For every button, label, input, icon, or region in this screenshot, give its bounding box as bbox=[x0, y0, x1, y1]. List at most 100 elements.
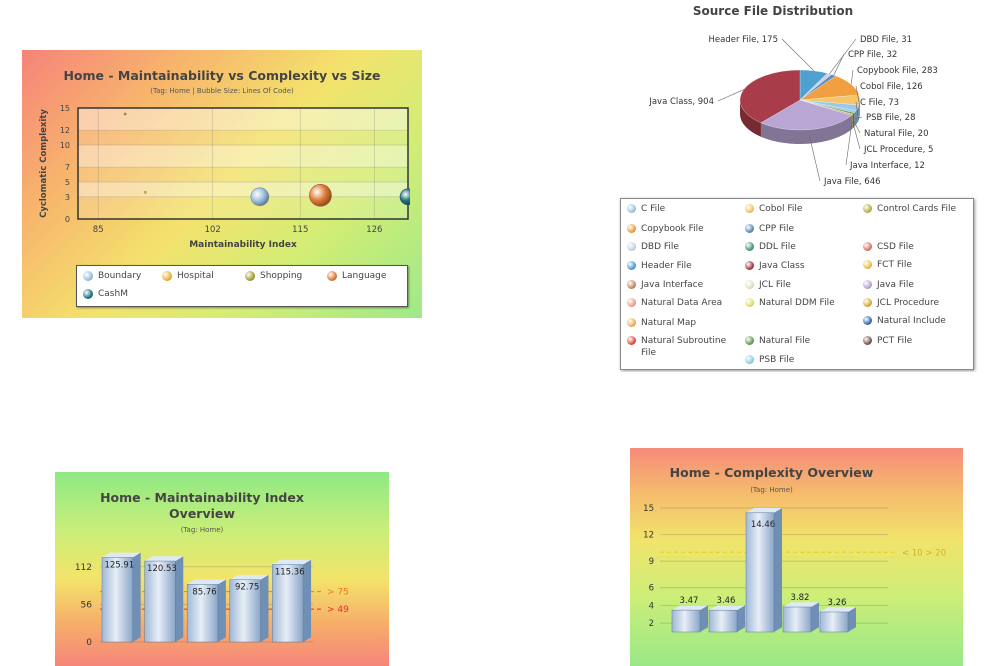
legend-item: DBD File bbox=[627, 241, 742, 253]
legend-label: CPP File bbox=[759, 224, 795, 234]
chart-title: Home - Maintainability Index Overview bbox=[100, 490, 304, 521]
legend-marker bbox=[83, 271, 93, 281]
data-label: 14.46 bbox=[751, 520, 775, 530]
pie-slice-label: PSB File, 28 bbox=[866, 113, 916, 123]
bar bbox=[708, 605, 745, 633]
y-tick-label: 0 bbox=[86, 638, 92, 648]
data-label: 3.46 bbox=[717, 596, 736, 606]
pie-slice-side bbox=[760, 115, 852, 145]
bar-top bbox=[820, 607, 856, 612]
y-tick-label: 12 bbox=[643, 531, 654, 541]
plot-area bbox=[78, 108, 408, 219]
pie-leader-line bbox=[809, 136, 821, 182]
pie-leader-line bbox=[833, 53, 845, 76]
bubble-boundary bbox=[250, 187, 270, 207]
legend-item: JCL File bbox=[745, 279, 860, 291]
legend-label: PSB File bbox=[759, 355, 795, 365]
complexity-chart-panel: Home - Complexity Overview (Tag: Home) 2… bbox=[630, 448, 963, 666]
trendline-label: < 10 > 20 bbox=[902, 548, 946, 558]
chart-subtitle: (Tag: Home) bbox=[750, 486, 793, 494]
legend-label: Control Cards File bbox=[877, 204, 957, 214]
bubble-chart-panel: Home - Maintainability vs Complexity vs … bbox=[22, 50, 422, 318]
legend-item: Natural Map bbox=[627, 317, 742, 329]
legend-item: Copybook File bbox=[627, 223, 742, 235]
legend-marker bbox=[627, 261, 636, 270]
bubble-group bbox=[123, 112, 410, 207]
bubble-shopping bbox=[123, 112, 127, 116]
legend-marker bbox=[863, 280, 872, 289]
pie-leader-line bbox=[853, 120, 861, 134]
bar-top bbox=[144, 556, 184, 562]
bar-top bbox=[783, 602, 819, 608]
pie-chart-panel: Source File Distribution Header File, 17… bbox=[610, 0, 1000, 372]
legend-marker bbox=[627, 336, 636, 345]
bar-front bbox=[272, 564, 304, 643]
legend-item: CSD File bbox=[863, 241, 978, 253]
y-tick-label: 6 bbox=[649, 584, 654, 594]
y-tick-label: 0 bbox=[65, 215, 70, 224]
legend-item-language: Language bbox=[327, 271, 386, 281]
bubble-cashm bbox=[399, 188, 410, 206]
legend-label: DDL File bbox=[759, 242, 796, 252]
legend-label: Natural Subroutine File bbox=[641, 336, 727, 358]
legend-marker bbox=[745, 204, 754, 213]
x-tick-label: 126 bbox=[366, 225, 382, 235]
bar-front bbox=[186, 584, 219, 643]
y-tick-label: 9 bbox=[649, 557, 654, 567]
chart-subtitle: (Tag: Home) bbox=[180, 526, 224, 534]
y-tick-label: 10 bbox=[60, 141, 70, 150]
y-tick-label: 12 bbox=[60, 126, 70, 135]
data-label: 115.36 bbox=[275, 568, 305, 578]
legend-item: Natural Data Area bbox=[627, 297, 742, 309]
legend-item-shopping: Shopping bbox=[245, 271, 302, 281]
bar-side bbox=[811, 602, 819, 632]
bar-front bbox=[229, 579, 261, 643]
data-label: 3.26 bbox=[828, 598, 847, 608]
y-tick-label: 15 bbox=[60, 104, 70, 113]
bar-front bbox=[144, 560, 176, 643]
bubble-language bbox=[309, 184, 332, 207]
data-label: 85.76 bbox=[192, 587, 216, 597]
y-tick-label: 5 bbox=[65, 178, 70, 187]
legend-marker bbox=[863, 242, 872, 251]
legend-item: PCT File bbox=[863, 335, 978, 347]
pie-leader-line bbox=[845, 122, 853, 166]
bar-top bbox=[102, 552, 141, 558]
legend-marker bbox=[627, 318, 636, 327]
pie-slice-label: Header File, 175 bbox=[708, 35, 778, 45]
pie-leader-line bbox=[852, 121, 861, 150]
legend-marker bbox=[863, 316, 872, 325]
bar-front bbox=[671, 609, 701, 633]
plot-band bbox=[78, 182, 408, 197]
bar-top bbox=[187, 579, 226, 585]
data-label: 3.82 bbox=[791, 593, 810, 603]
pie-slice-label: C File, 73 bbox=[860, 98, 899, 108]
chart-title: Home - Maintainability vs Complexity vs … bbox=[63, 68, 381, 83]
bar-top bbox=[746, 507, 782, 513]
legend-label: JCL Procedure bbox=[877, 298, 940, 308]
legend-marker bbox=[627, 204, 636, 213]
legend-item: Natural DDM File bbox=[745, 297, 860, 309]
bar-side bbox=[700, 605, 708, 632]
y-tick-label: 15 bbox=[643, 504, 654, 514]
chart-title: Home - Complexity Overview bbox=[669, 465, 874, 480]
trendline-label: > 75 bbox=[327, 588, 349, 598]
data-label: 120.53 bbox=[147, 564, 177, 574]
bar-top bbox=[709, 605, 745, 611]
legend-item-cashm: CashM bbox=[83, 289, 128, 299]
pie-slice-label: DBD File, 31 bbox=[860, 35, 912, 45]
x-tick-label: 102 bbox=[205, 225, 221, 235]
data-label: 92.75 bbox=[235, 583, 259, 593]
x-axis-label: Maintainability Index bbox=[189, 240, 297, 250]
bar-side bbox=[774, 507, 782, 632]
legend-label: Header File bbox=[641, 261, 692, 271]
legend-item-hospital: Hospital bbox=[162, 271, 214, 281]
pie-slice bbox=[760, 99, 852, 131]
legend-label: DBD File bbox=[641, 242, 679, 252]
pie-slice bbox=[739, 69, 801, 124]
bar-side bbox=[303, 559, 312, 642]
bar bbox=[186, 579, 226, 643]
y-tick-label: 4 bbox=[649, 601, 654, 611]
legend-label: C File bbox=[641, 204, 666, 214]
chart-subtitle: (Tag: Home | Bubble Size: Lines Of Code) bbox=[150, 87, 294, 95]
